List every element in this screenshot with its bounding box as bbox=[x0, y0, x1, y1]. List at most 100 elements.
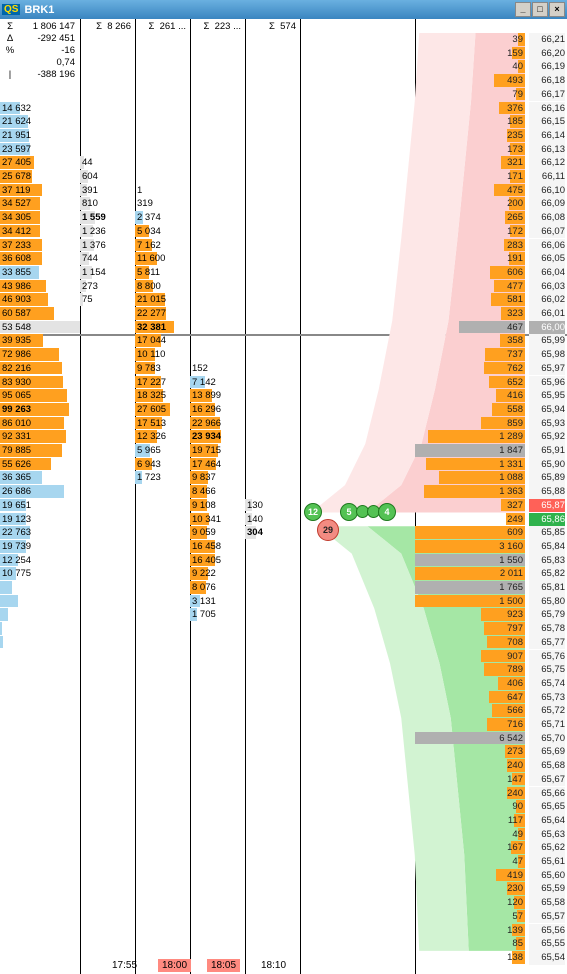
cell-value: 12 326 bbox=[135, 430, 190, 444]
time-label[interactable]: 17:55 bbox=[108, 959, 141, 972]
price-level[interactable]: 66,19 bbox=[529, 60, 565, 74]
price-level[interactable]: 65,56 bbox=[529, 924, 565, 938]
bid-bubble[interactable]: 4 bbox=[378, 503, 396, 521]
price-level[interactable]: 66,20 bbox=[529, 47, 565, 61]
price-level[interactable]: 65,87 bbox=[529, 499, 565, 513]
price-level[interactable]: 65,89 bbox=[529, 471, 565, 485]
volume-value: 797 bbox=[415, 622, 525, 636]
price-level[interactable]: 66,17 bbox=[529, 88, 565, 102]
price-level[interactable]: 65,66 bbox=[529, 787, 565, 801]
volume-value: 737 bbox=[415, 348, 525, 362]
column-sigma: Σ 8 266 bbox=[80, 21, 131, 33]
price-level[interactable]: 65,91 bbox=[529, 444, 565, 458]
price-level[interactable]: 65,84 bbox=[529, 540, 565, 554]
price-level[interactable]: 65,94 bbox=[529, 403, 565, 417]
price-level[interactable]: 65,95 bbox=[529, 389, 565, 403]
price-level[interactable]: 65,96 bbox=[529, 376, 565, 390]
price-level[interactable]: 66,01 bbox=[529, 307, 565, 321]
price-level[interactable]: 66,16 bbox=[529, 102, 565, 116]
cell-value: 319 bbox=[135, 197, 190, 211]
price-level[interactable]: 65,99 bbox=[529, 334, 565, 348]
price-level[interactable]: 66,08 bbox=[529, 211, 565, 225]
time-label[interactable]: 18:10 bbox=[257, 959, 290, 972]
price-level[interactable]: 65,62 bbox=[529, 841, 565, 855]
time-label[interactable]: 18:00 bbox=[158, 959, 191, 972]
price-level[interactable]: 65,69 bbox=[529, 745, 565, 759]
bid-bubble[interactable]: 12 bbox=[304, 503, 322, 521]
volume-value: 376 bbox=[415, 102, 525, 116]
price-level[interactable]: 65,54 bbox=[529, 951, 565, 965]
price-level[interactable]: 66,12 bbox=[529, 156, 565, 170]
price-level[interactable]: 65,98 bbox=[529, 348, 565, 362]
price-level[interactable]: 65,83 bbox=[529, 554, 565, 568]
volume-value: 139 bbox=[415, 924, 525, 938]
price-level[interactable]: 65,76 bbox=[529, 650, 565, 664]
price-level[interactable]: 65,80 bbox=[529, 595, 565, 609]
price-level[interactable]: 66,11 bbox=[529, 170, 565, 184]
price-level[interactable]: 66,02 bbox=[529, 293, 565, 307]
price-level[interactable]: 66,21 bbox=[529, 33, 565, 47]
price-level[interactable]: 66,15 bbox=[529, 115, 565, 129]
time-label[interactable]: 18:05 bbox=[207, 959, 240, 972]
price-level[interactable]: 65,72 bbox=[529, 704, 565, 718]
price-level[interactable]: 65,88 bbox=[529, 485, 565, 499]
cell-value: 53 548 bbox=[0, 321, 80, 335]
price-level[interactable]: 65,64 bbox=[529, 814, 565, 828]
price-level[interactable]: 66,03 bbox=[529, 280, 565, 294]
maximize-button[interactable]: □ bbox=[532, 2, 548, 17]
cell-value: 7 142 bbox=[190, 376, 245, 390]
column-sigma: Σ 223 ... bbox=[190, 21, 241, 33]
price-level[interactable]: 66,07 bbox=[529, 225, 565, 239]
cell-value: 27 605 bbox=[135, 403, 190, 417]
price-level[interactable]: 66,09 bbox=[529, 197, 565, 211]
price-level[interactable]: 65,97 bbox=[529, 362, 565, 376]
price-level[interactable]: 65,68 bbox=[529, 759, 565, 773]
price-level[interactable]: 66,05 bbox=[529, 252, 565, 266]
volume-value: 167 bbox=[415, 841, 525, 855]
column-divider bbox=[300, 19, 301, 974]
cell-value: 19 739 bbox=[0, 540, 80, 554]
price-level[interactable]: 65,93 bbox=[529, 417, 565, 431]
price-level[interactable]: 65,74 bbox=[529, 677, 565, 691]
price-level[interactable]: 65,65 bbox=[529, 800, 565, 814]
price-level[interactable]: 65,61 bbox=[529, 855, 565, 869]
price-level[interactable]: 65,85 bbox=[529, 526, 565, 540]
close-button[interactable]: × bbox=[549, 2, 565, 17]
price-level[interactable]: 66,00 bbox=[529, 321, 565, 335]
price-level[interactable]: 66,10 bbox=[529, 184, 565, 198]
ask-bubble[interactable]: 29 bbox=[317, 519, 339, 541]
volume-value: 1 550 bbox=[415, 554, 525, 568]
price-level[interactable]: 65,75 bbox=[529, 663, 565, 677]
price-level[interactable]: 65,92 bbox=[529, 430, 565, 444]
price-level[interactable]: 65,71 bbox=[529, 718, 565, 732]
cell-value: 18 325 bbox=[135, 389, 190, 403]
volume-value: 652 bbox=[415, 376, 525, 390]
price-level[interactable]: 65,77 bbox=[529, 636, 565, 650]
price-level[interactable]: 66,13 bbox=[529, 143, 565, 157]
price-level[interactable]: 65,79 bbox=[529, 608, 565, 622]
price-level[interactable]: 66,06 bbox=[529, 239, 565, 253]
price-level[interactable]: 65,78 bbox=[529, 622, 565, 636]
price-level[interactable]: 65,70 bbox=[529, 732, 565, 746]
cell-value: 744 bbox=[80, 252, 135, 266]
price-level[interactable]: 65,81 bbox=[529, 581, 565, 595]
price-level[interactable]: 65,60 bbox=[529, 869, 565, 883]
price-level[interactable]: 66,14 bbox=[529, 129, 565, 143]
volume-value: 230 bbox=[415, 882, 525, 896]
price-level[interactable]: 65,67 bbox=[529, 773, 565, 787]
price-level[interactable]: 66,18 bbox=[529, 74, 565, 88]
price-level[interactable]: 65,86 bbox=[529, 513, 565, 527]
price-level[interactable]: 65,58 bbox=[529, 896, 565, 910]
price-level[interactable]: 65,82 bbox=[529, 567, 565, 581]
price-level[interactable]: 65,73 bbox=[529, 691, 565, 705]
price-level[interactable]: 65,57 bbox=[529, 910, 565, 924]
price-level[interactable]: 65,90 bbox=[529, 458, 565, 472]
price-level[interactable]: 65,63 bbox=[529, 828, 565, 842]
price-level[interactable]: 65,55 bbox=[529, 937, 565, 951]
price-level[interactable]: 65,59 bbox=[529, 882, 565, 896]
cell-value: 21 624 bbox=[0, 115, 80, 129]
price-level[interactable]: 66,04 bbox=[529, 266, 565, 280]
volume-value: 265 bbox=[415, 211, 525, 225]
orderflow-grid: 66,2166,2066,1966,1866,1766,1666,1566,14… bbox=[0, 19, 567, 974]
minimize-button[interactable]: _ bbox=[515, 2, 531, 17]
